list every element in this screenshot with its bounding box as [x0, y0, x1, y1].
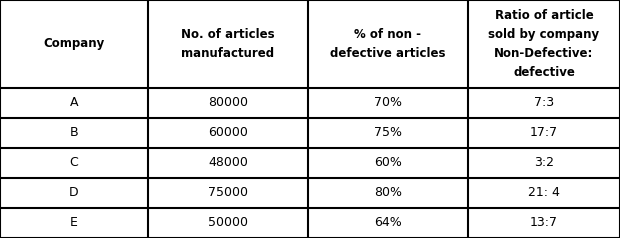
Text: B: B — [69, 127, 78, 139]
Text: 3:2: 3:2 — [534, 157, 554, 169]
Text: 60%: 60% — [374, 157, 402, 169]
Text: 75000: 75000 — [208, 187, 248, 199]
Text: 13:7: 13:7 — [530, 217, 558, 229]
Text: % of non -
defective articles: % of non - defective articles — [330, 28, 446, 60]
Text: 48000: 48000 — [208, 157, 248, 169]
Text: 75%: 75% — [374, 127, 402, 139]
Text: 80000: 80000 — [208, 96, 248, 109]
Text: 21: 4: 21: 4 — [528, 187, 560, 199]
Text: 17:7: 17:7 — [530, 127, 558, 139]
Text: Ratio of article
sold by company
Non-Defective:
defective: Ratio of article sold by company Non-Def… — [489, 9, 600, 79]
Text: E: E — [70, 217, 78, 229]
Text: C: C — [69, 157, 78, 169]
Text: 64%: 64% — [374, 217, 402, 229]
Text: 50000: 50000 — [208, 217, 248, 229]
Text: D: D — [69, 187, 79, 199]
Text: No. of articles
manufactured: No. of articles manufactured — [181, 28, 275, 60]
Text: 60000: 60000 — [208, 127, 248, 139]
Text: A: A — [69, 96, 78, 109]
Text: Company: Company — [43, 38, 105, 50]
Text: 7:3: 7:3 — [534, 96, 554, 109]
Text: 70%: 70% — [374, 96, 402, 109]
Text: 80%: 80% — [374, 187, 402, 199]
